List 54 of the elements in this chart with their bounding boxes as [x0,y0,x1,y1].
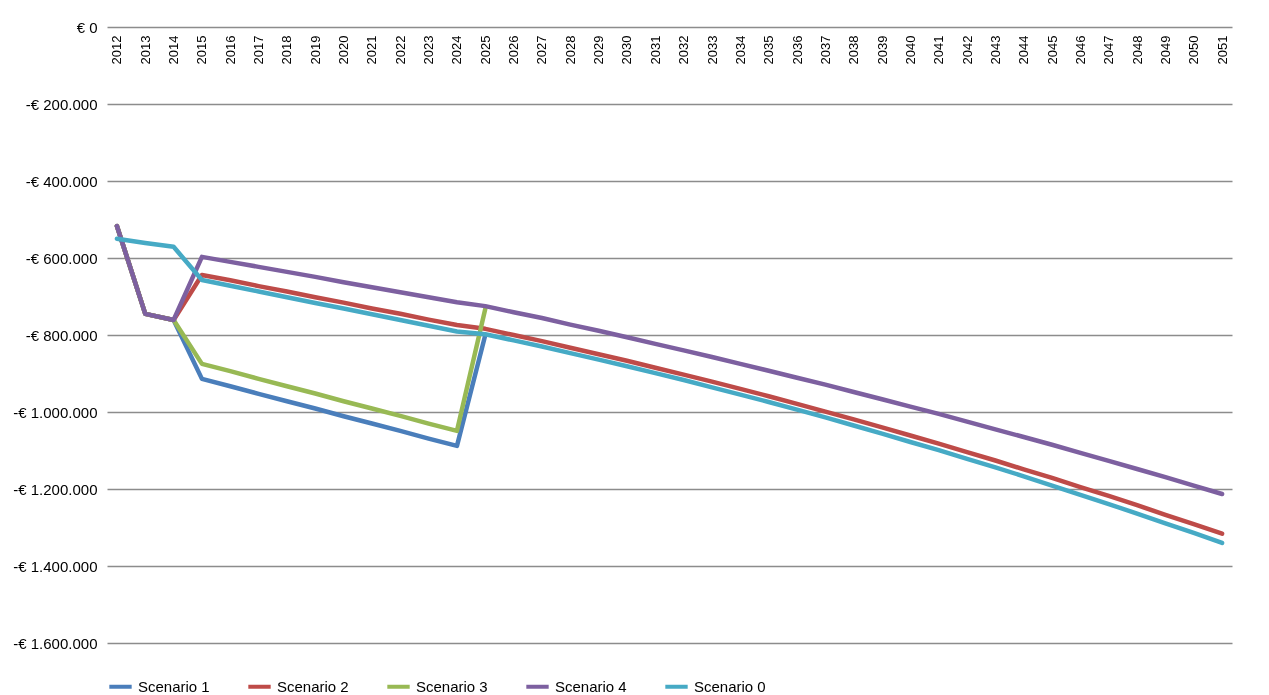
x-tick-label: 2048 [1129,35,1145,65]
x-tick-label: 2045 [1044,35,1060,65]
y-tick-label: -€ 600.000 [25,249,98,267]
x-tick-label: 2044 [1016,35,1032,65]
x-tick-label: 2042 [959,35,975,65]
y-tick-label: -€ 400.000 [25,172,98,190]
y-tick-label: -€ 800.000 [25,326,98,344]
x-tick-label: 2028 [562,35,578,65]
x-tick-label: 2034 [732,35,748,65]
legend-label: Scenario 3 [416,677,488,695]
y-tick-label: -€ 1.000.000 [13,403,98,421]
x-tick-label: 2029 [591,35,607,65]
x-tick-label: 2046 [1072,35,1088,65]
x-tick-label: 2026 [506,35,522,65]
y-tick-label: -€ 1.400.000 [13,557,98,575]
y-tick-label: -€ 1.200.000 [13,480,98,498]
x-tick-label: 2023 [421,35,437,65]
x-tick-label: 2020 [336,35,352,65]
x-tick-label: 2016 [222,35,238,65]
x-tick-label: 2018 [279,35,295,65]
x-tick-label: 2021 [364,35,380,65]
x-tick-label: 2027 [534,35,550,65]
x-tick-label: 2025 [477,35,493,65]
x-tick-label: 2032 [676,35,692,65]
x-tick-label: 2014 [166,35,182,65]
x-tick-label: 2022 [392,35,408,65]
x-tick-label: 2030 [619,35,635,65]
x-tick-label: 2012 [109,35,125,65]
y-tick-label: -€ 1.600.000 [13,634,98,652]
x-tick-label: 2031 [647,35,663,65]
x-tick-label: 2047 [1101,35,1117,65]
x-tick-label: 2019 [307,35,323,65]
x-tick-label: 2043 [987,35,1003,65]
x-tick-label: 2050 [1186,35,1202,65]
x-tick-label: 2049 [1157,35,1173,65]
legend-label: Scenario 2 [277,677,349,695]
x-tick-label: 2024 [449,35,465,65]
x-tick-label: 2036 [789,35,805,65]
legend-label: Scenario 0 [694,677,766,695]
x-tick-label: 2035 [761,35,777,65]
y-tick-label: € 0 [76,18,98,36]
x-tick-label: 2041 [931,35,947,65]
x-tick-label: 2015 [194,35,210,65]
legend-label: Scenario 4 [555,677,627,695]
x-tick-label: 2033 [704,35,720,65]
x-tick-label: 2037 [817,35,833,65]
x-tick-label: 2040 [902,35,918,65]
x-tick-label: 2013 [137,35,153,65]
x-tick-label: 2051 [1214,35,1230,65]
y-tick-label: -€ 200.000 [25,95,98,113]
x-tick-label: 2017 [251,35,267,65]
x-tick-label: 2039 [874,35,890,65]
legend-label: Scenario 1 [138,677,210,695]
x-tick-label: 2038 [846,35,862,65]
